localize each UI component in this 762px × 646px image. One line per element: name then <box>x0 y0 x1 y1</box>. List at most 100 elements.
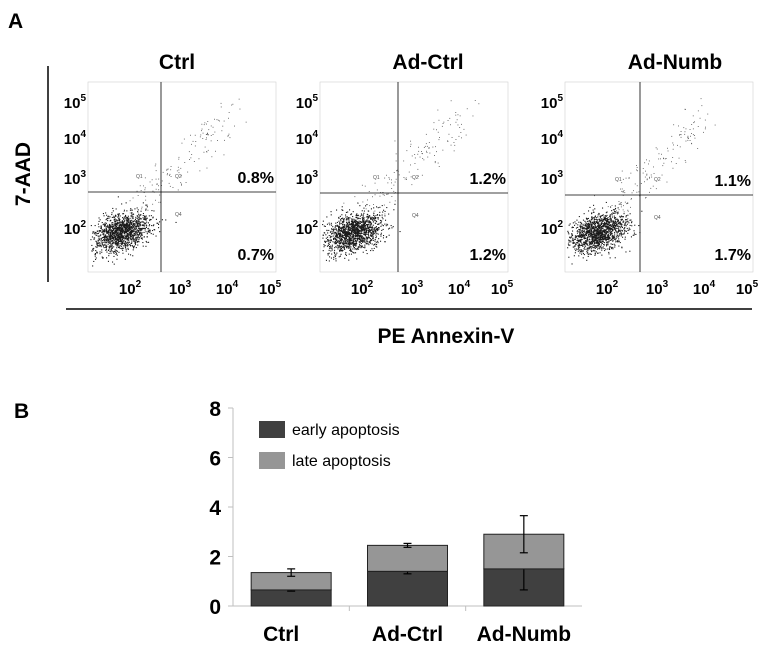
flow-dot <box>330 257 332 259</box>
flow-dot <box>595 239 597 241</box>
flow-dot <box>108 223 110 225</box>
flow-dot <box>109 231 111 233</box>
flow-dot <box>374 232 376 234</box>
flow-dot <box>694 121 695 123</box>
flow-dot <box>344 228 346 230</box>
flow-dot <box>648 160 650 162</box>
flow-dot <box>616 220 618 222</box>
flow-dot <box>628 177 630 179</box>
flow-dot <box>328 235 330 237</box>
flow-dot <box>357 234 359 236</box>
flow-dot <box>593 217 595 219</box>
flow-dot <box>159 231 161 233</box>
flow-dot <box>644 181 645 183</box>
flow-dot <box>592 223 594 225</box>
flow-dot <box>125 243 127 245</box>
flow-dot <box>619 225 621 227</box>
flow-dot <box>580 225 582 227</box>
flow-dot <box>377 207 379 209</box>
flow-dot <box>149 220 151 222</box>
flow-dot <box>620 233 622 235</box>
flow-dot <box>646 174 648 176</box>
quadrant-name: Q1 <box>373 175 380 181</box>
flow-dot <box>111 243 113 245</box>
flow-dot <box>133 245 135 247</box>
flow-dot <box>418 146 419 148</box>
flow-dot <box>459 115 461 117</box>
flow-dot <box>601 242 603 244</box>
flow-dot <box>608 248 610 250</box>
flow-dot <box>594 216 596 218</box>
flow-dot <box>337 231 339 233</box>
flow-dot <box>200 134 202 136</box>
flow-dot <box>389 178 390 180</box>
flow-dot <box>351 241 353 243</box>
flow-dot <box>341 227 343 229</box>
flow-dot <box>371 217 373 219</box>
flow-dot <box>117 229 119 231</box>
flow-dot <box>617 211 619 213</box>
flow-dot <box>148 228 150 229</box>
flow-dot <box>627 214 629 216</box>
flow-dot <box>663 157 664 159</box>
flow-dot <box>108 227 110 229</box>
flow-dot <box>137 234 139 236</box>
flow-dot <box>620 202 622 204</box>
flow-dot <box>439 137 440 138</box>
flow-dot <box>356 222 358 224</box>
flow-dot <box>373 214 375 216</box>
flow-dot <box>583 231 585 233</box>
flow-dot <box>101 249 103 251</box>
flow-dot <box>615 220 617 222</box>
flow-dot <box>697 148 699 149</box>
flow-dot <box>337 233 339 235</box>
flow-dot <box>619 203 621 205</box>
flow-dot <box>584 223 586 225</box>
flow-dot <box>382 225 384 227</box>
flow-dot <box>598 241 600 243</box>
flow-dot <box>373 217 375 219</box>
flow-dot <box>604 250 606 252</box>
flow-dot <box>124 226 126 228</box>
flow-dot <box>592 240 594 242</box>
flow-dot <box>219 120 220 122</box>
flow-dot <box>602 226 604 228</box>
flow-dot <box>344 241 346 243</box>
flow-dot <box>435 146 436 148</box>
flow-dot <box>355 222 357 224</box>
flow-dot <box>130 245 132 247</box>
flow-dot <box>123 233 125 235</box>
flow-dot <box>145 199 147 201</box>
flow-dot <box>591 239 593 241</box>
flow-dot <box>156 222 158 224</box>
flow-dot <box>326 216 328 218</box>
flow-dot <box>429 147 430 149</box>
flow-dot <box>206 167 208 169</box>
flow-dot <box>582 227 584 229</box>
flow-dot <box>117 239 119 241</box>
flow-dot <box>600 222 602 224</box>
flow-dot <box>126 242 128 244</box>
flow-dot <box>417 168 419 170</box>
flow-dot <box>140 214 142 216</box>
flow-dot <box>611 213 613 215</box>
flow-dot <box>111 244 113 246</box>
flow-dot <box>679 134 680 136</box>
flow-dot <box>601 248 603 250</box>
flow-dot <box>352 251 354 253</box>
flow-dot <box>587 224 589 226</box>
flow-dot <box>342 222 344 224</box>
flow-dot <box>351 224 353 226</box>
flow-dot <box>571 233 573 235</box>
flow-dot <box>612 226 614 228</box>
flow-dot <box>108 228 110 230</box>
flow-dot <box>117 216 119 218</box>
flow-dot <box>142 242 144 244</box>
flow-dot <box>106 230 108 232</box>
flow-dot <box>628 229 630 231</box>
flow-dot <box>120 222 122 224</box>
flow-dot <box>343 231 345 233</box>
flow-dot <box>688 138 689 139</box>
flow-dot <box>111 240 113 242</box>
flow-dot <box>134 223 136 225</box>
